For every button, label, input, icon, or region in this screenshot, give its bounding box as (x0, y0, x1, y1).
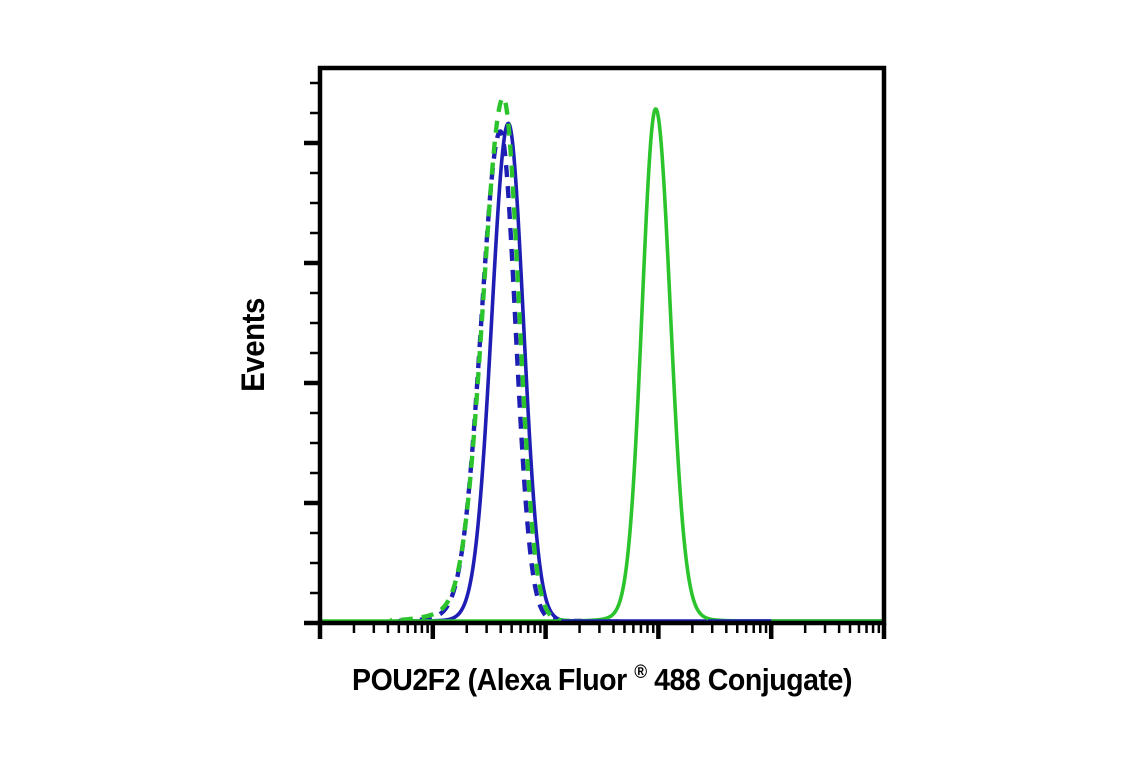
y-axis-ticks (304, 81, 320, 626)
curve-dashed-green-histogram (388, 95, 584, 624)
x-axis-label: POU2F2 (Alexa Fluor ® 488 Conjugate) (352, 651, 852, 697)
x-axis-ticks (317, 623, 887, 639)
registered-trademark-symbol: ® (634, 660, 647, 682)
x-axis-label-post: 488 Conjugate) (654, 663, 852, 697)
x-axis-label-pre: POU2F2 (Alexa Fluor (352, 663, 628, 697)
plot-frame (317, 65, 887, 626)
plot-area (320, 68, 884, 623)
y-axis-label: Events (235, 298, 271, 392)
